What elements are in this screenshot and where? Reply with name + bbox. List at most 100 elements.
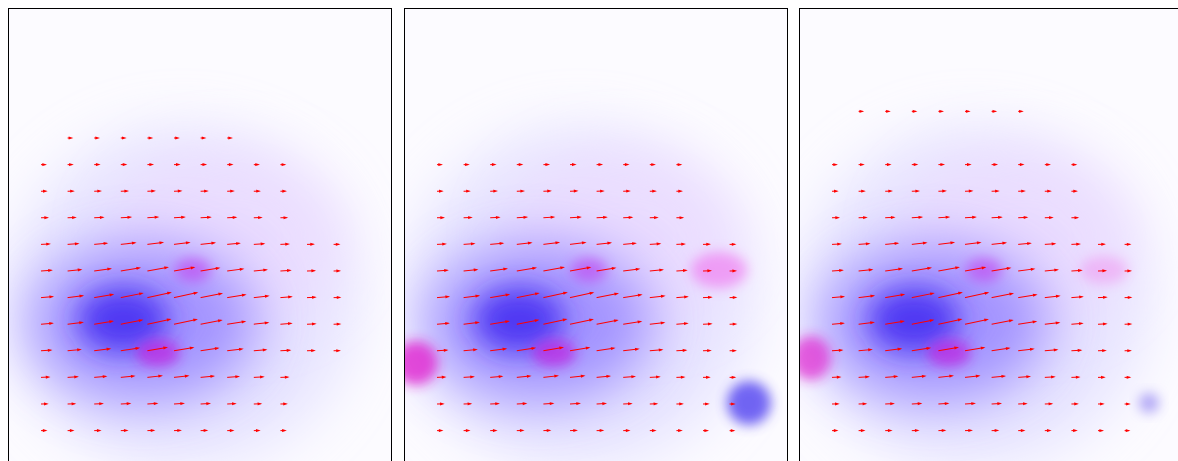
arrow-head [138, 292, 144, 296]
arrow-head [1126, 375, 1132, 379]
arrow-head [994, 429, 1000, 433]
arrow-head [473, 268, 479, 272]
arrow-shaft [173, 347, 194, 352]
arrow-head [229, 429, 235, 433]
arrow-head [69, 163, 74, 167]
arrow-head [870, 321, 875, 325]
arrow-head [632, 242, 637, 246]
arrow-head [468, 216, 473, 220]
arrow-head [202, 163, 208, 167]
arrow-shaft [173, 318, 197, 325]
arrow-head [1127, 349, 1132, 353]
arrow-head [968, 189, 974, 193]
arrow-head [958, 291, 963, 295]
arrow-head [624, 163, 630, 167]
arrow-head [1072, 163, 1078, 167]
arrow-head [282, 189, 287, 193]
arrow-head [660, 321, 666, 325]
arrow-head [185, 241, 191, 245]
arrow-head [201, 136, 207, 140]
arrow-head [204, 189, 209, 193]
arrow-head [445, 295, 451, 299]
arrow-head [976, 241, 982, 245]
arrow-head [438, 429, 444, 433]
arrow-head [573, 189, 579, 193]
arrow-head [236, 242, 241, 246]
arrow-head [193, 291, 199, 295]
arrow-head [1047, 189, 1052, 193]
arrow-head [95, 163, 101, 167]
arrow-head [731, 375, 737, 379]
arrow-head [72, 216, 77, 220]
arrow-head [562, 318, 568, 322]
arrow-head [180, 402, 185, 406]
arrow-head [731, 242, 737, 246]
panel-content [799, 8, 1178, 461]
arrow-head [966, 163, 972, 167]
arrow-head [97, 189, 102, 193]
arrow-head [336, 349, 341, 353]
arrow-head [193, 318, 198, 322]
arrow-shaft [991, 319, 1013, 325]
arrow-head [79, 321, 84, 325]
arrow-head [1022, 402, 1028, 406]
arrow-head [998, 215, 1003, 219]
arrow-head [438, 189, 444, 193]
arrow-head [681, 242, 686, 246]
arrow-head [106, 347, 112, 351]
arrow-head [203, 429, 209, 433]
arrow-head [190, 266, 196, 270]
arrow-head [1073, 429, 1078, 433]
arrow-head [310, 242, 315, 246]
arrow-head [1125, 429, 1131, 433]
arrow-head [1053, 348, 1059, 352]
arrow-head [957, 318, 963, 322]
arrow-shaft [911, 267, 931, 272]
arrow-head [1126, 402, 1131, 406]
arrow-head [894, 241, 900, 246]
arrow-shaft [120, 319, 143, 325]
arrow-head [70, 189, 75, 193]
arrow-head [680, 375, 686, 379]
arrow-head [505, 293, 511, 297]
arrow-head [158, 374, 163, 378]
arrow-head [868, 268, 874, 272]
arrow-head [534, 292, 540, 296]
arrow-shaft [569, 347, 590, 352]
arrow-head [284, 375, 290, 379]
arrow-head [311, 322, 317, 326]
arrow-head [258, 216, 263, 220]
arrow-head [942, 189, 947, 193]
arrow-shaft [964, 292, 988, 299]
arrow-head [124, 189, 130, 193]
arrow-head [940, 163, 946, 167]
arrow-head [492, 429, 498, 433]
arrow-head [706, 375, 711, 379]
density-core [869, 288, 959, 352]
arrow-head [732, 269, 738, 273]
arrow-shaft [991, 293, 1013, 299]
arrow-head [130, 374, 136, 378]
arrow-head [955, 266, 960, 270]
panel-content [8, 8, 392, 461]
arrow-head [890, 215, 896, 220]
arrow-head [917, 402, 923, 406]
arrow-head [573, 428, 578, 433]
arrow-head [840, 295, 846, 299]
arrow-head [71, 402, 77, 406]
arrow-head [465, 163, 470, 167]
arrow-head [1101, 375, 1106, 379]
arrow-head [1127, 322, 1133, 326]
arrow-head [1074, 402, 1079, 406]
arrow-head [732, 322, 738, 326]
arrow-head [915, 189, 921, 193]
arrow-head [576, 402, 581, 406]
arrow-shaft [543, 347, 563, 352]
arrow-head [138, 319, 144, 323]
arrow-head [868, 348, 873, 352]
arrow-head [707, 349, 712, 353]
arrow-head [656, 242, 662, 246]
arrow-head [628, 215, 634, 220]
arrow-head [890, 402, 895, 406]
arrow-head [264, 294, 270, 298]
